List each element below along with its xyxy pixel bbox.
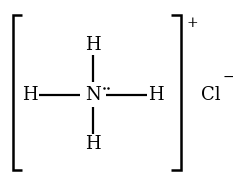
Text: N: N	[85, 85, 101, 104]
Text: H: H	[22, 85, 38, 104]
Text: −: −	[223, 70, 233, 84]
Text: H: H	[85, 135, 101, 153]
Text: +: +	[186, 16, 198, 30]
Text: H: H	[148, 85, 164, 104]
Text: Cl: Cl	[201, 85, 221, 104]
Text: H: H	[85, 36, 101, 54]
